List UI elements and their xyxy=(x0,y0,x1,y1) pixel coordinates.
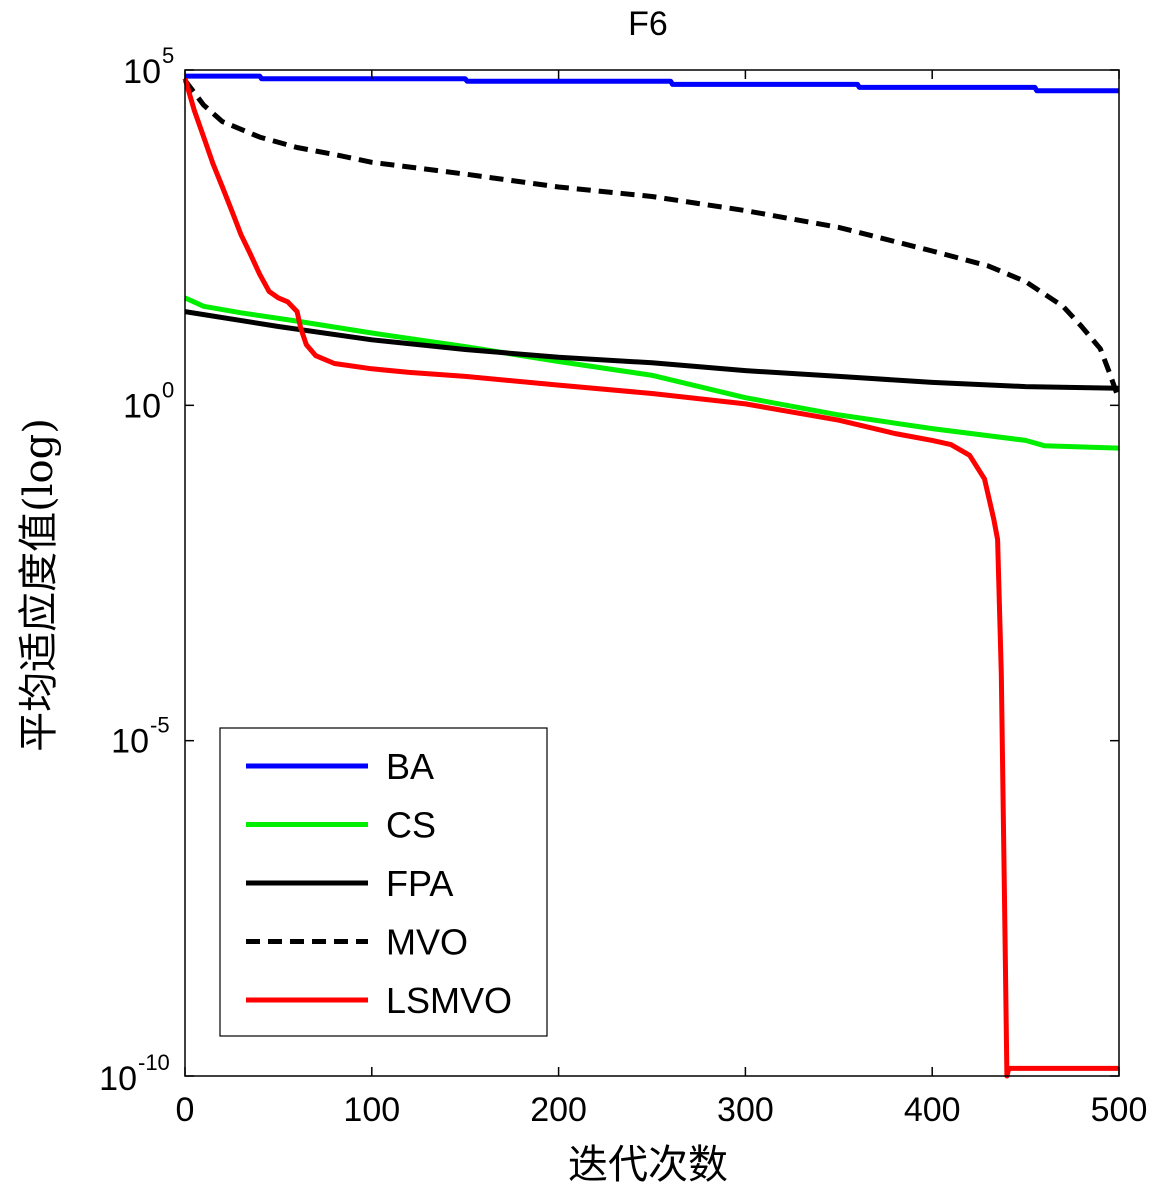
legend-label: CS xyxy=(386,805,436,846)
series-line-lsmvo xyxy=(182,77,1119,1079)
legend-entry-ba: BA xyxy=(246,746,434,787)
x-tick-label: 400 xyxy=(904,1091,961,1129)
y-tick-label: 10 0 xyxy=(123,377,174,425)
y-tick-exponent: -5 xyxy=(150,713,170,738)
chart-title: F6 xyxy=(628,5,668,43)
y-tick-exponent: -10 xyxy=(138,1050,170,1075)
x-tick-labels: 0 100 200 300 400 500 xyxy=(176,1091,1148,1129)
tick-layer xyxy=(184,69,1120,1077)
y-tick-base: 10 xyxy=(111,723,149,761)
legend-label: LSMVO xyxy=(386,980,512,1021)
x-tick-label: 100 xyxy=(343,1091,400,1129)
series-line-ba xyxy=(185,73,1119,94)
legend-label: FPA xyxy=(386,863,453,904)
x-axis-label: 迭代次数 xyxy=(568,1142,728,1187)
series-layer xyxy=(182,73,1122,1079)
x-tick-label: 500 xyxy=(1091,1091,1148,1129)
y-tick-exponent: 5 xyxy=(162,43,174,68)
legend-entry-cs: CS xyxy=(246,805,436,846)
y-axis-label: 平均适应度值(log) xyxy=(16,418,62,752)
series-line-fpa xyxy=(184,309,1120,391)
y-tick-label: 10 5 xyxy=(123,43,174,91)
y-tick-base: 10 xyxy=(123,387,161,425)
x-tick-label: 0 xyxy=(176,1091,195,1129)
legend-label: BA xyxy=(386,746,434,787)
legend-label: MVO xyxy=(386,922,468,963)
legend-entries: BA CS FPA MVO LSMVO xyxy=(246,746,512,1021)
y-tick-base: 10 xyxy=(99,1060,137,1098)
series-line-cs xyxy=(183,295,1120,451)
x-tick-label: 300 xyxy=(717,1091,774,1129)
y-tick-base: 10 xyxy=(123,53,161,91)
legend-entry-lsmvo: LSMVO xyxy=(246,980,512,1021)
legend-entry-fpa: FPA xyxy=(246,863,453,904)
legend-entry-mvo: MVO xyxy=(246,922,468,963)
y-tick-label: 10 -5 xyxy=(111,713,169,761)
series-line-mvo xyxy=(183,78,1122,401)
plot-frame xyxy=(184,69,1120,1077)
y-tick-exponent: 0 xyxy=(162,377,174,402)
y-tick-label: 10 -10 xyxy=(99,1050,170,1098)
legend: BA CS FPA MVO LSMVO xyxy=(219,727,548,1037)
x-tick-label: 200 xyxy=(530,1091,587,1129)
